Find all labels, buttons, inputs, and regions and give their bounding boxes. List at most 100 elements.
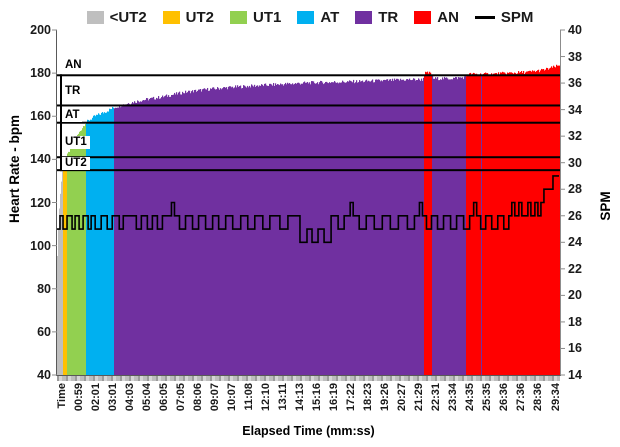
hr-bar [464, 76, 466, 376]
hr-bar [334, 81, 336, 376]
hr-bar [66, 157, 68, 375]
hr-bar [447, 78, 449, 376]
hr-bar [81, 130, 83, 375]
hr-bar [445, 77, 447, 376]
right-axis-title: SPM [598, 191, 613, 221]
hr-bar [506, 74, 508, 375]
hr-bar [147, 98, 149, 375]
hr-bar [104, 112, 106, 375]
hr-bar [421, 78, 423, 376]
hr-bar [388, 80, 390, 375]
hr-bar [356, 80, 358, 375]
hr-bar [114, 108, 116, 375]
right-axis-tick [560, 268, 565, 270]
hr-bar [78, 133, 80, 375]
x-axis-tick-label: 24:35 [464, 383, 477, 412]
hr-bar [335, 82, 337, 376]
hr-bar [424, 75, 426, 375]
hr-bar [253, 86, 255, 375]
hr-bar [313, 81, 315, 376]
left-axis-tick [52, 374, 57, 376]
hr-bar [119, 104, 121, 376]
hr-bar [439, 80, 441, 376]
hr-bar [327, 82, 329, 375]
legend-label: AT [320, 8, 340, 26]
hr-bar [379, 79, 381, 375]
hr-bar [438, 80, 440, 376]
hr-bar [141, 101, 143, 375]
left-axis-tick [52, 115, 57, 117]
hr-bar [247, 85, 249, 376]
hr-bar [111, 109, 113, 376]
hr-bar [517, 73, 519, 375]
hr-bar [276, 85, 278, 376]
hr-bar [312, 81, 314, 376]
hr-bar [243, 85, 245, 376]
right-axis-tick [560, 82, 565, 84]
right-axis-tick-label: 22 [568, 261, 582, 276]
hr-bar [354, 83, 356, 375]
right-axis-tick-label: 38 [568, 49, 582, 64]
hr-bar [498, 72, 500, 376]
right-axis-tick [560, 321, 565, 323]
hr-bar [413, 78, 415, 376]
hr-bar [143, 100, 145, 375]
legend-label: AN [437, 8, 459, 26]
hr-bar [425, 71, 427, 375]
hr-bar [391, 80, 393, 375]
hr-bar [504, 72, 506, 375]
hr-bar [536, 71, 538, 376]
hr-bar [419, 79, 421, 375]
hr-bar [187, 92, 189, 375]
hr-bar [311, 81, 313, 376]
hr-bar [177, 94, 179, 375]
legend-color-swatch [162, 10, 180, 24]
hr-bar [433, 78, 435, 376]
zone-label-at: AT [62, 108, 83, 122]
hr-bar [408, 79, 410, 375]
legend-item-lt-ut2: <UT2 [86, 9, 147, 26]
hr-bar [58, 229, 60, 375]
hr-bar [530, 70, 532, 376]
hr-bar [222, 88, 224, 375]
hr-bar [252, 85, 254, 376]
legend-color-swatch [230, 10, 248, 24]
hr-bar [454, 77, 456, 375]
hr-bar [113, 107, 115, 376]
x-axis-tick-label: 28:36 [532, 383, 545, 412]
hr-bar [352, 82, 354, 376]
hr-bar [432, 75, 434, 376]
hr-bar [176, 92, 178, 375]
hr-bar [165, 95, 167, 376]
hr-bar [332, 82, 334, 375]
hr-bar [110, 109, 112, 375]
hr-bar [180, 94, 182, 376]
hr-bar [494, 73, 496, 375]
right-axis-tick-label: 36 [568, 76, 582, 91]
hr-bar [91, 119, 93, 376]
hr-bar [209, 90, 211, 375]
hr-bar [268, 85, 270, 375]
hr-bar [112, 106, 114, 375]
hr-bar [559, 65, 561, 375]
hr-bar [171, 95, 173, 375]
hr-bar [328, 83, 330, 376]
zone-label-tr: TR [62, 84, 84, 98]
hr-bar [82, 128, 84, 375]
hr-bar [151, 97, 153, 376]
hr-bar [519, 72, 521, 375]
hr-bar [512, 73, 514, 375]
hr-bar [131, 103, 133, 375]
hr-bar [475, 74, 477, 375]
hr-bar [542, 69, 544, 375]
right-axis-tick [560, 347, 565, 349]
x-axis-tick-label: 02:01 [89, 383, 102, 412]
hr-bar [135, 102, 137, 376]
hr-bar [223, 87, 225, 375]
right-axis-tick [560, 374, 565, 376]
hr-bar [211, 88, 213, 375]
hr-bar [79, 131, 81, 375]
hr-bar [403, 79, 405, 375]
hr-bar [258, 86, 260, 375]
right-axis-tick [560, 188, 565, 190]
